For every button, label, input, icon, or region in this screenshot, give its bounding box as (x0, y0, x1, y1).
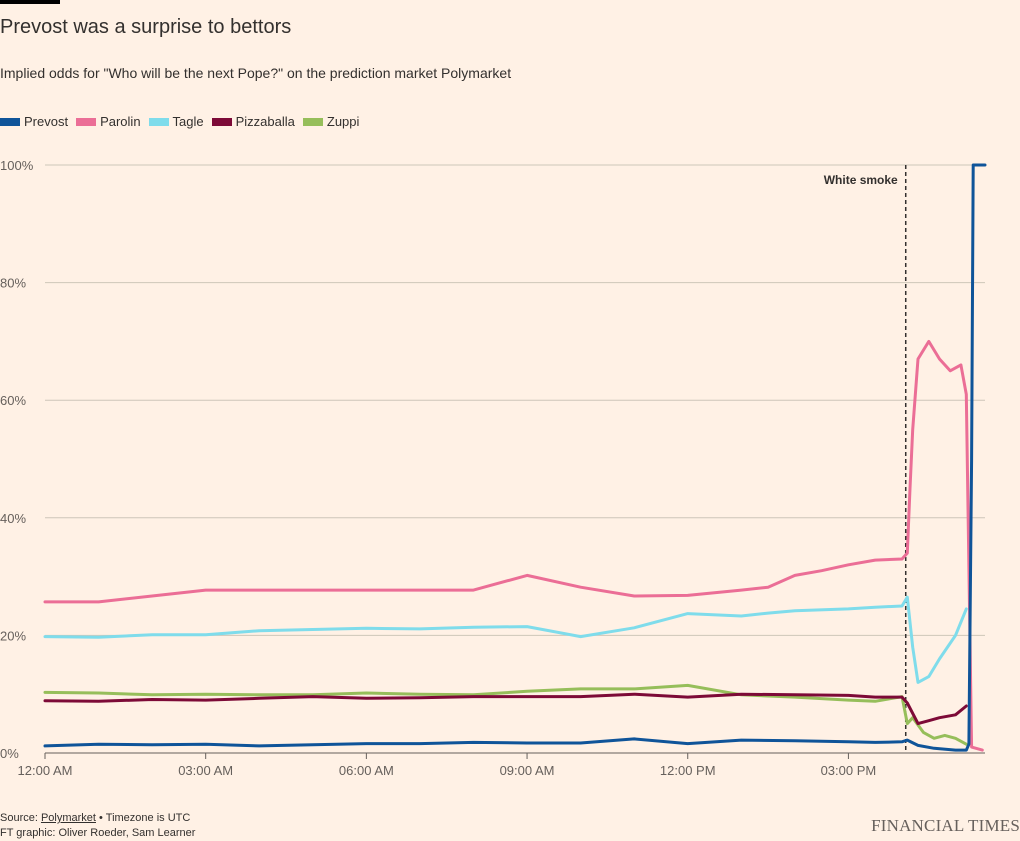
legend: Prevost Parolin Tagle Pizzaballa Zuppi (0, 114, 367, 129)
x-tick-label: 03:00 PM (821, 763, 877, 778)
x-tick-label: 12:00 PM (660, 763, 716, 778)
y-tick-label: 40% (0, 511, 26, 526)
brand-bar (0, 0, 60, 4)
legend-swatch (302, 117, 323, 126)
x-tick-label: 06:00 AM (339, 763, 394, 778)
source-prefix: Source: (0, 812, 41, 824)
y-tick-label: 80% (0, 276, 26, 291)
series-line-parolin (43, 339, 984, 752)
line-chart: 0% 20% 40% 60% 80% 100% 12:00 AM 03:00 AM 06:00 … (0, 158, 987, 778)
source-link[interactable]: Polymarket (40, 812, 96, 824)
y-tick-label: 0% (0, 746, 19, 761)
x-tick-label: 12:00 AM (18, 763, 73, 778)
legend-label: Pizzaballa (235, 114, 295, 129)
chart-title: Prevost was a surprise to bettors (0, 16, 292, 38)
white-smoke-label: White smoke (824, 173, 898, 187)
legend-item-zuppi: Zuppi (302, 114, 360, 129)
graphic-credit: FT graphic: Oliver Roeder, Sam Learner (0, 827, 196, 839)
source-suffix: • Timezone is UTC (96, 812, 191, 824)
y-tick-label: 60% (0, 393, 26, 408)
series-line-zuppi (43, 683, 968, 746)
legend-item-pizzaballa: Pizzaballa (211, 114, 295, 129)
legend-label: Tagle (172, 114, 204, 129)
chart-subtitle: Implied odds for "Who will be the next P… (0, 65, 512, 81)
legend-swatch (148, 117, 169, 126)
ft-logo: FINANCIAL TIMES (871, 816, 1020, 835)
legend-item-prevost: Prevost (0, 114, 68, 129)
series-line-tagle (43, 595, 968, 684)
x-tick-label: 03:00 AM (178, 763, 233, 778)
y-tick-label: 100% (0, 158, 34, 173)
legend-label: Prevost (24, 114, 69, 129)
series-line-prevost (43, 163, 987, 752)
legend-item-tagle: Tagle (148, 114, 204, 129)
source-note: Source: Polymarket • Timezone is UTC FT … (0, 811, 195, 841)
legend-swatch (76, 117, 97, 126)
series-line-pizzaballa (43, 692, 968, 726)
x-tick-label: 09:00 AM (500, 763, 555, 778)
y-tick-label: 20% (0, 628, 26, 643)
legend-label: Parolin (100, 114, 141, 129)
legend-item-parolin: Parolin (76, 114, 141, 129)
legend-swatch (0, 117, 20, 126)
legend-swatch (211, 117, 232, 126)
legend-label: Zuppi (326, 114, 360, 129)
